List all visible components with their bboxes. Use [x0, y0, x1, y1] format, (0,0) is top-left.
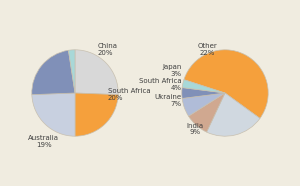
- Text: Ukraine
7%: Ukraine 7%: [155, 94, 182, 107]
- Wedge shape: [207, 93, 260, 136]
- Wedge shape: [184, 50, 268, 118]
- Wedge shape: [32, 93, 75, 136]
- Wedge shape: [32, 50, 75, 95]
- Text: Japan
3%: Japan 3%: [162, 64, 182, 77]
- Text: South Africa
20%: South Africa 20%: [108, 88, 151, 101]
- Wedge shape: [188, 93, 225, 132]
- Wedge shape: [75, 50, 118, 95]
- Text: Other
22%: Other 22%: [197, 43, 217, 56]
- Wedge shape: [182, 80, 225, 93]
- Text: India
9%: India 9%: [186, 123, 204, 135]
- Wedge shape: [182, 93, 225, 116]
- Wedge shape: [182, 88, 225, 98]
- Wedge shape: [75, 93, 118, 136]
- Text: Australia
19%: Australia 19%: [28, 135, 59, 148]
- Wedge shape: [68, 50, 75, 93]
- Text: China
20%: China 20%: [98, 43, 118, 56]
- Text: South Africa
4%: South Africa 4%: [139, 78, 182, 91]
